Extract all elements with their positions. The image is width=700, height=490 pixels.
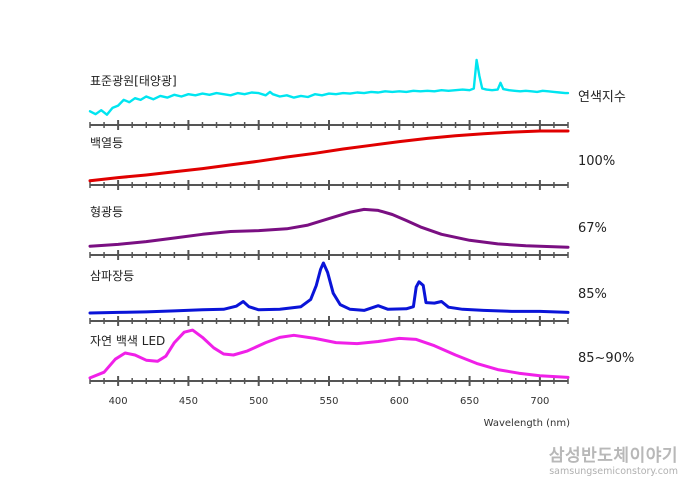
x-tick-label: 450 <box>179 396 198 407</box>
series-label: 삼파장등 <box>90 269 134 283</box>
x-tick-label: 600 <box>390 396 409 407</box>
series-line <box>88 328 570 380</box>
x-tick-label: 400 <box>109 396 128 407</box>
x-axis-label: Wavelength (nm) <box>484 418 570 429</box>
x-tick-label: 650 <box>460 396 479 407</box>
x-tick-label: 500 <box>249 396 268 407</box>
series-line <box>88 261 570 315</box>
cri-header: 연색지수 <box>578 90 626 105</box>
cri-value: 85~90% <box>578 351 634 366</box>
series-line <box>88 58 570 116</box>
series-label: 형광등 <box>90 205 123 219</box>
cri-value: 85% <box>578 287 607 302</box>
cri-value: 100% <box>578 154 615 169</box>
series-label: 백열등 <box>90 136 123 150</box>
series-label: 표준광원[태양광] <box>90 74 177 88</box>
x-tick-label: 550 <box>319 396 338 407</box>
brand-watermark: 삼성반도체이야기 <box>548 446 678 466</box>
series-line <box>88 129 570 183</box>
brand-url: samsungsemiconstory.com <box>549 466 678 477</box>
cri-value: 67% <box>578 221 607 236</box>
x-tick-label: 700 <box>530 396 549 407</box>
series-line <box>88 207 570 249</box>
series-label: 자연 백색 LED <box>90 334 165 348</box>
